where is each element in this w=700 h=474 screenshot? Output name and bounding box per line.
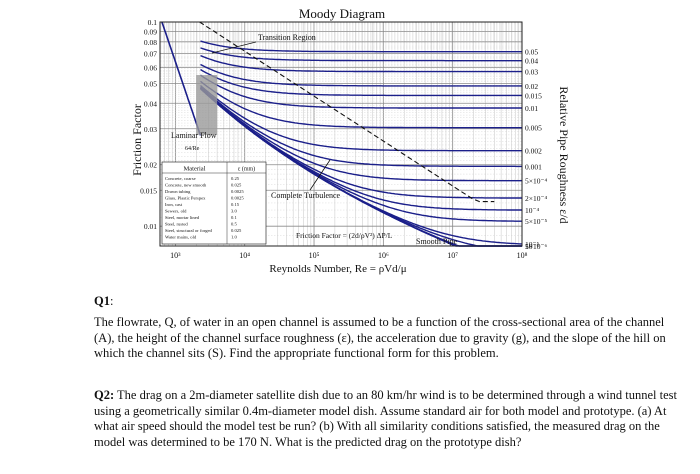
roughness-label-8: 0.001	[525, 162, 542, 171]
material-epsilon-0: 0.25	[231, 176, 240, 181]
material-epsilon-1: 0.025	[231, 183, 242, 188]
material-epsilon-6: 0.1	[231, 215, 237, 220]
material-table-box	[161, 161, 267, 245]
material-name-3: Glass, Plastic Perspex	[165, 196, 206, 202]
chart-title: Moody Diagram	[299, 6, 385, 21]
y-tick-9: 0.015	[140, 186, 157, 195]
y-tick-8: 0.02	[144, 161, 157, 170]
y-axis-label: Friction Factor	[130, 104, 144, 176]
laminar-formula-label: 64/Re	[185, 146, 200, 152]
material-name-5: Sewers, old	[165, 209, 187, 215]
roughness-label-13: 10⁻⁵	[525, 240, 539, 249]
roughness-label-2: 0.03	[525, 68, 538, 77]
friction-curve-0	[200, 40, 522, 53]
roughness-label-10: 2×10⁻⁴	[525, 194, 547, 203]
y-tick-labels: 0.10.09 0.08 0.07 0.06 0.05 0.04 0.03 0.02 0.015…	[140, 18, 157, 231]
laminar-curve	[161, 21, 202, 136]
question-1-text: The flowrate, Q, of water in an open cha…	[94, 315, 684, 362]
roughness-label-7: 0.002	[525, 147, 542, 156]
y-tick-5: 0.05	[144, 79, 157, 88]
friction-factor-formula: Friction Factor = (2d/ρV²) ΔP/L	[296, 231, 393, 240]
material-name-4: Iron, cast	[165, 202, 183, 208]
material-name-7: Steel, rusted	[165, 222, 188, 228]
roughness-label-6: 0.005	[525, 124, 542, 133]
friction-curve-4	[200, 68, 522, 97]
material-header: Material	[183, 166, 205, 173]
y-tick-3: 0.07	[144, 50, 157, 59]
smooth-pipe-label: Smooth Pipe	[416, 237, 458, 246]
epsilon-header: ε (mm)	[238, 166, 255, 173]
material-epsilon-5: 3.0	[231, 209, 237, 214]
plot-frame	[159, 21, 523, 247]
roughness-label-1: 0.04	[525, 57, 538, 66]
critical-zone-band	[196, 75, 218, 135]
roughness-label-15: 10⁻⁶	[525, 242, 539, 251]
roughness-label-14: 5×10⁻⁶	[525, 242, 547, 251]
q1-body: The flowrate, Q, of water in an open cha…	[94, 315, 666, 360]
material-name-0: Concrete, coarse	[165, 176, 196, 182]
x-tick-5: 10⁸	[517, 251, 528, 260]
q2-body: The drag on a 2m-diameter satellite dish…	[94, 388, 677, 449]
material-name-6: Steel, mortar lined	[165, 215, 200, 221]
roughness-label-4: 0.015	[525, 91, 542, 100]
friction-curve-7	[200, 84, 522, 152]
material-epsilon-3: 0.0025	[231, 196, 244, 201]
material-epsilon-8: 0.025	[231, 228, 242, 233]
material-name-8: Steel, structural or forged	[165, 228, 213, 234]
material-epsilon-9: 1.0	[231, 235, 237, 240]
y-tick-7: 0.03	[144, 125, 157, 134]
material-epsilon-7: 0.5	[231, 222, 237, 227]
chart-annotations: Transition Region Laminar Flow 64/Re Comple…	[171, 21, 495, 246]
y-tick-1: 0.09	[144, 27, 157, 36]
transition-region-label: Transition Region	[258, 33, 316, 42]
material-name-1: Concrete, new smooth	[165, 183, 207, 189]
friction-curve-1	[200, 47, 522, 62]
friction-curve-2	[200, 54, 522, 73]
moody-diagram: Moody Diagram Transition Region Laminar F…	[130, 6, 571, 275]
x-tick-4: 10⁷	[447, 251, 458, 260]
roughness-label-3: 0.02	[525, 82, 538, 91]
material-epsilon-4: 0.15	[231, 202, 240, 207]
x-axis-label: Reynolds Number, Re = ρVd/μ	[269, 263, 406, 275]
material-name-2: Drawn tubing	[165, 189, 191, 194]
x-tick-labels: 10³ 10⁴ 10⁵ 10⁶ 10⁷ 10⁸	[170, 251, 527, 260]
friction-curve-8	[200, 86, 522, 168]
complete-turbulence-line	[199, 21, 495, 203]
roughness-labels: 0.050.04 0.03 0.020.015 0.01 0.005 0.002 0.001…	[525, 48, 547, 251]
material-table: Material ε (mm) Concrete, coarse 0.25 Concre…	[161, 161, 267, 245]
y-tick-4: 0.06	[144, 63, 157, 72]
material-name-9: Water mains, old	[165, 235, 197, 241]
x-tick-1: 10⁴	[239, 251, 250, 260]
friction-curve-9	[200, 87, 522, 182]
question-1-label: Q1:	[94, 294, 684, 310]
y-tick-10: 0.01	[144, 222, 157, 231]
roughness-label-0: 0.05	[525, 48, 538, 57]
x-tick-0: 10³	[170, 251, 181, 260]
y-tick-2: 0.08	[144, 38, 157, 47]
x-tick-3: 10⁶	[378, 251, 389, 260]
complete-turbulence-arrow	[309, 159, 331, 191]
roughness-label-12: 5×10⁻⁵	[525, 217, 547, 226]
friction-curve-3	[200, 63, 522, 87]
laminar-flow-label: Laminar Flow	[171, 131, 217, 140]
roughness-label-5: 0.01	[525, 104, 538, 113]
x-tick-2: 10⁵	[309, 251, 320, 260]
question-2: Q2: The drag on a 2m-diameter satellite …	[94, 388, 684, 450]
y-tick-0: 0.1	[148, 18, 158, 27]
right-axis-label: Relative Pipe Roughness ε/d	[557, 86, 571, 223]
q2-label: Q2:	[94, 388, 115, 402]
transition-arrow	[211, 41, 257, 54]
q1-label-suffix: :	[109, 294, 114, 308]
complete-turbulence-label: Complete Turbulence	[271, 191, 341, 200]
y-tick-6: 0.04	[144, 99, 157, 108]
friction-curve-5	[200, 74, 522, 109]
q1-label: Q1	[94, 294, 110, 308]
roughness-label-11: 10⁻⁴	[525, 206, 539, 215]
roughness-label-9: 5×10⁻⁴	[525, 177, 547, 186]
material-epsilon-2: 0.0025	[231, 189, 244, 194]
